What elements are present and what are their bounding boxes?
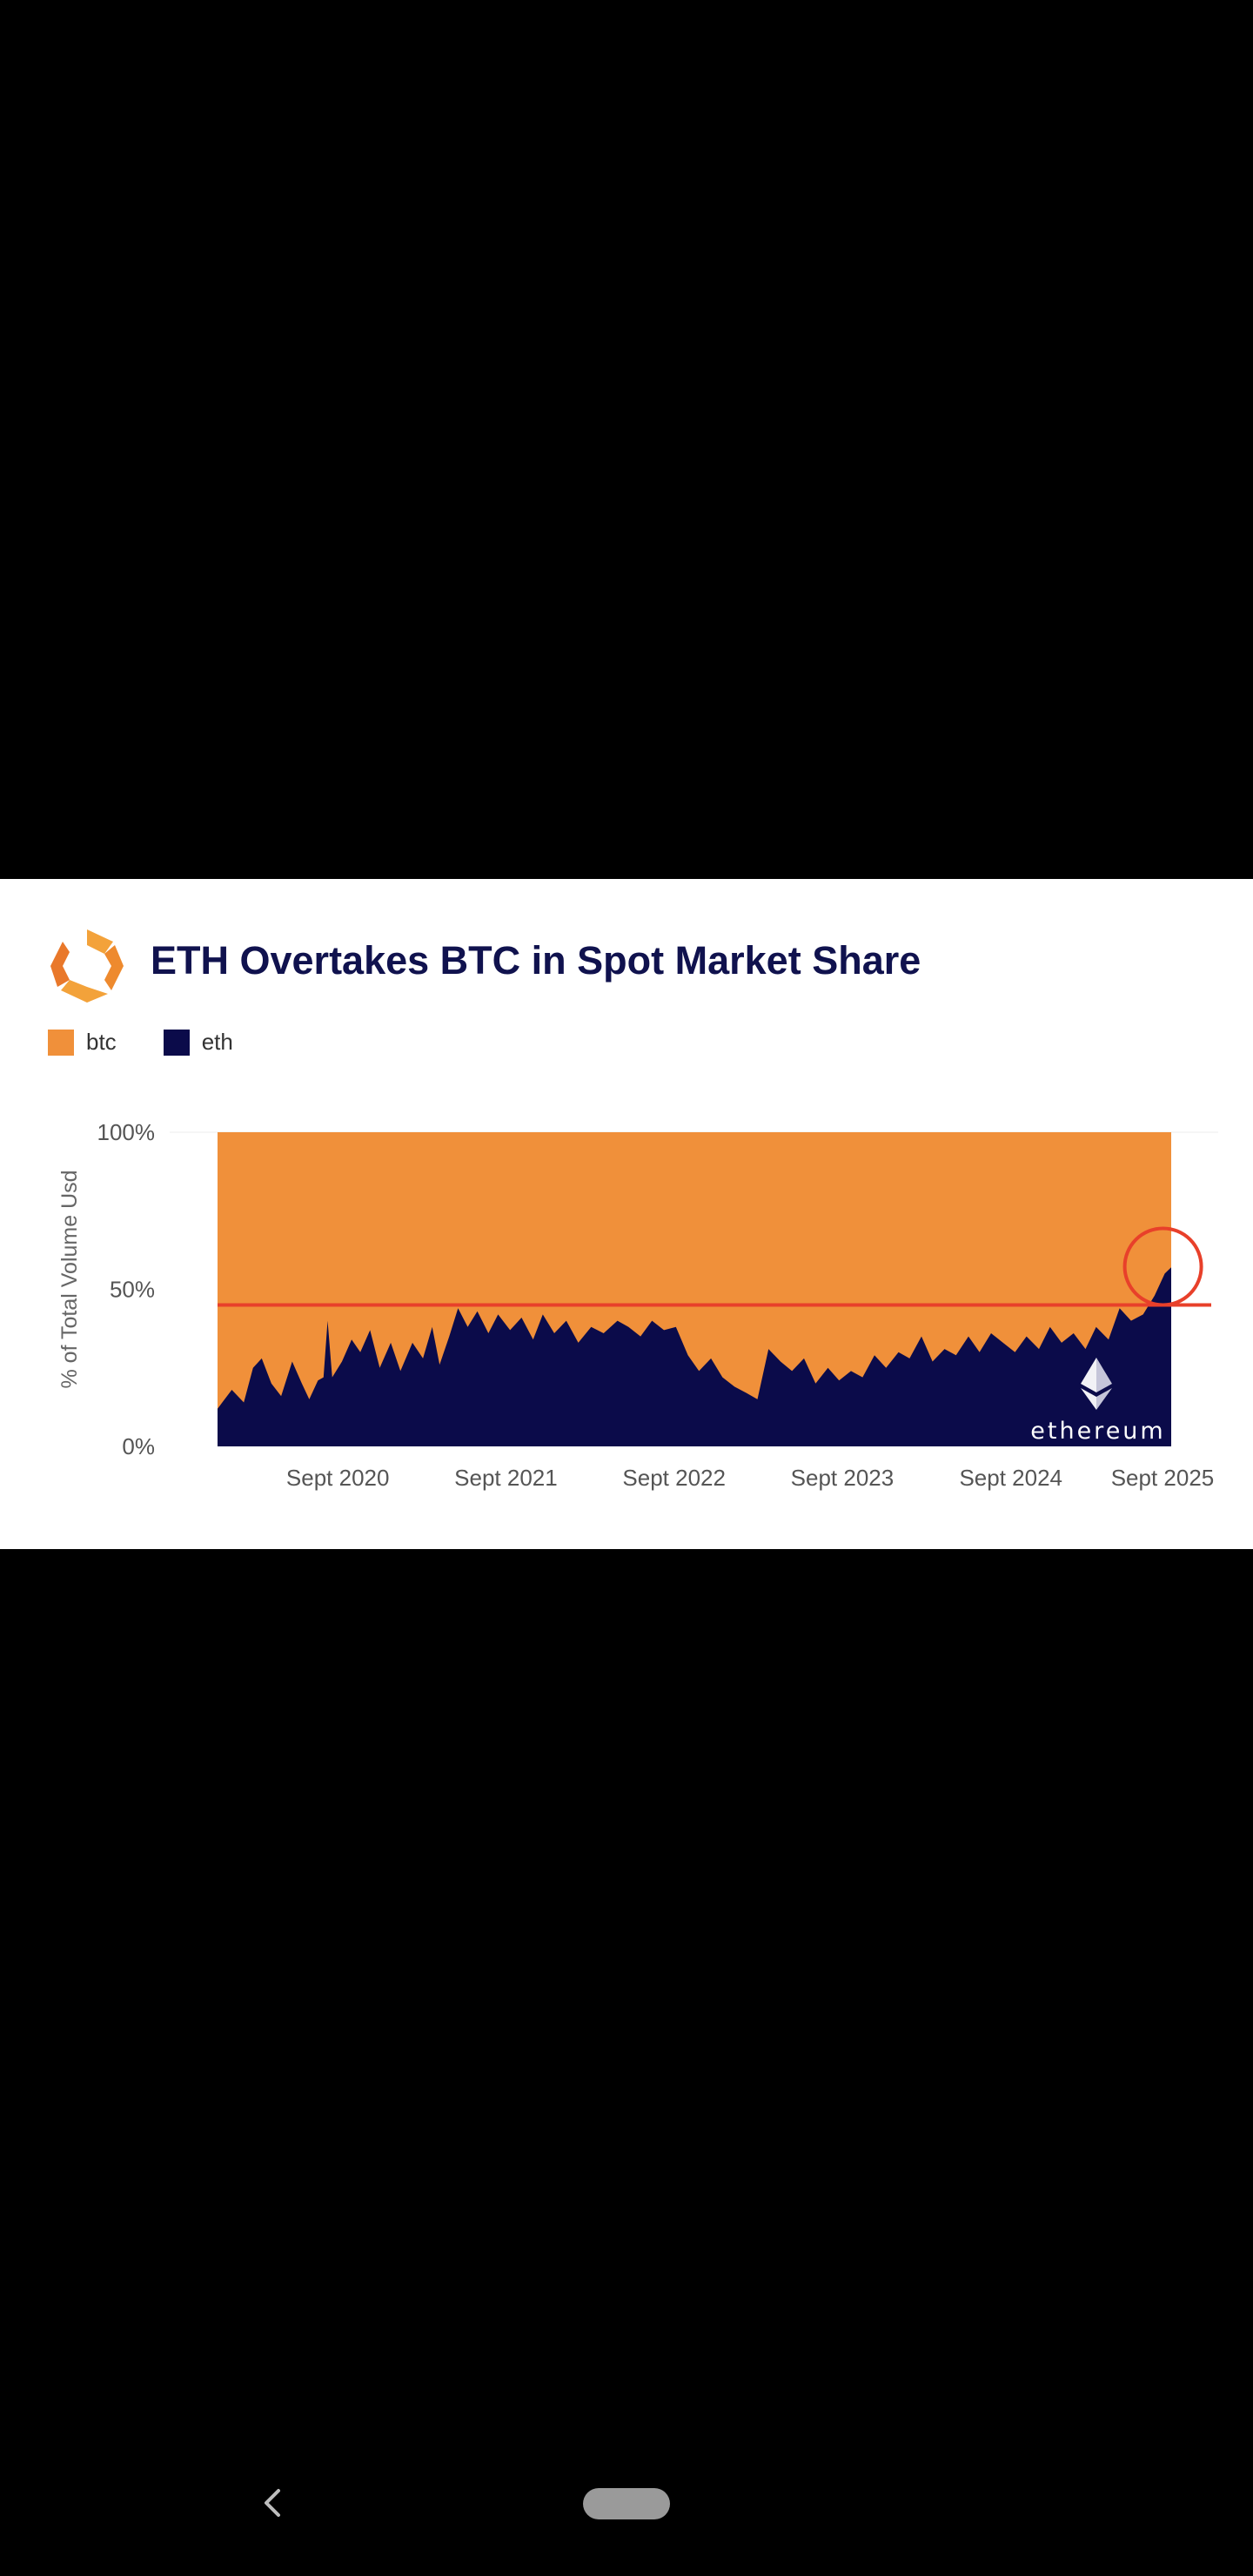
home-pill-button[interactable] <box>583 2488 670 2519</box>
x-tick-label-2023: Sept 2023 <box>791 1465 895 1491</box>
chart-card: ETH Overtakes BTC in Spot Market Share b… <box>0 879 1253 1549</box>
legend-swatch-btc <box>48 1029 74 1056</box>
x-tick-label-2025: Sept 2025 <box>1111 1465 1215 1491</box>
x-tick-label-2020: Sept 2020 <box>286 1465 390 1491</box>
legend-label-eth: eth <box>201 1029 233 1055</box>
chart-title: ETH Overtakes BTC in Spot Market Share <box>151 938 921 983</box>
x-tick-label-2024: Sept 2024 <box>959 1465 1062 1491</box>
brand-logo-icon <box>50 929 124 1003</box>
y-tick-label-100: 100% <box>97 1119 156 1145</box>
legend-label-btc: btc <box>86 1029 117 1055</box>
highlight-circle <box>1122 1226 1203 1307</box>
y-tick-label-50: 50% <box>110 1277 155 1303</box>
legend-item-eth[interactable]: eth <box>163 1029 233 1056</box>
legend-item-btc[interactable]: btc <box>48 1029 117 1056</box>
x-tick-label-2022: Sept 2022 <box>622 1465 726 1491</box>
chart-plot: ethereum % of Total Volume Usd 100% 50% … <box>57 1119 1218 1491</box>
ethereum-logo-icon <box>1081 1358 1112 1410</box>
legend: btc eth <box>48 1029 280 1056</box>
back-chevron-icon[interactable] <box>258 2487 289 2519</box>
y-tick-label-0: 0% <box>122 1433 155 1459</box>
series-area-eth <box>218 1267 1171 1446</box>
y-axis-label: % of Total Volume Usd <box>57 1170 82 1388</box>
watermark-text: ethereum <box>1030 1418 1165 1445</box>
legend-swatch-eth <box>163 1029 190 1056</box>
x-tick-label-2021: Sept 2021 <box>454 1465 558 1491</box>
